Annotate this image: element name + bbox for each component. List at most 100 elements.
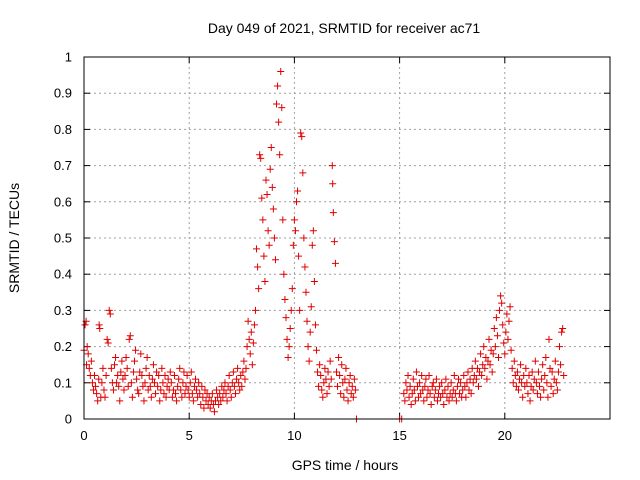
data-point (346, 372, 354, 380)
data-point (349, 393, 357, 401)
data-point (303, 317, 311, 325)
data-point (238, 382, 246, 390)
data-point (491, 343, 499, 351)
data-point (536, 382, 544, 390)
data-point (135, 390, 143, 398)
data-point (328, 162, 336, 170)
data-point (247, 328, 255, 336)
data-point (556, 343, 564, 351)
data-point (441, 386, 449, 394)
data-point (526, 397, 534, 405)
data-point (143, 353, 151, 361)
data-point (413, 382, 421, 390)
data-point (167, 379, 175, 387)
data-point (449, 386, 457, 394)
data-point (139, 382, 147, 390)
data-point (499, 321, 507, 329)
data-point (437, 393, 445, 401)
data-point (160, 390, 168, 398)
data-point (309, 227, 317, 235)
data-point (192, 375, 200, 383)
data-point (109, 386, 117, 394)
data-point (316, 361, 324, 369)
data-point (179, 379, 187, 387)
data-point (557, 361, 565, 369)
data-point (262, 176, 270, 184)
y-tick-label: 0.2 (54, 339, 72, 354)
data-point (480, 343, 488, 351)
data-point (225, 372, 233, 380)
data-point (299, 169, 307, 177)
data-point (140, 397, 148, 405)
data-point (538, 375, 546, 383)
data-point (418, 372, 426, 380)
data-point (100, 386, 108, 394)
data-point (145, 372, 153, 380)
y-tick-label: 0 (65, 412, 72, 427)
data-point (325, 382, 333, 390)
data-point (229, 368, 237, 376)
data-point (429, 379, 437, 387)
data-point (431, 386, 439, 394)
data-point (331, 259, 339, 267)
data-point (96, 325, 104, 332)
data-point (188, 390, 196, 398)
data-point (466, 375, 474, 383)
data-point (180, 368, 188, 376)
data-point (216, 390, 224, 398)
data-point (257, 154, 265, 162)
data-point (119, 375, 127, 383)
data-point (184, 386, 192, 394)
data-point (505, 317, 513, 325)
data-point (280, 270, 288, 278)
data-point (421, 382, 429, 390)
data-point (221, 379, 229, 387)
data-point (295, 252, 303, 260)
data-point (340, 393, 348, 401)
data-point (488, 368, 496, 376)
data-point (497, 292, 505, 300)
data-point (338, 361, 346, 369)
data-point (168, 393, 176, 401)
data-point (560, 372, 568, 380)
data-point (479, 361, 487, 369)
data-point (558, 328, 566, 336)
data-point (310, 277, 318, 285)
data-point (502, 328, 510, 336)
data-point (206, 404, 214, 412)
data-point (334, 382, 342, 390)
data-point (158, 364, 166, 372)
data-point (279, 216, 287, 224)
y-tick-label: 0.4 (54, 267, 72, 282)
data-point (314, 368, 322, 376)
x-tick-label: 0 (80, 428, 87, 443)
data-point (246, 350, 254, 358)
data-point (450, 372, 458, 380)
y-tick-label: 0.7 (54, 158, 72, 173)
data-point (95, 321, 103, 329)
data-point (142, 364, 150, 372)
data-point (176, 364, 184, 372)
data-point (345, 379, 353, 387)
data-point (528, 368, 536, 376)
data-point (230, 382, 238, 390)
data-point (406, 382, 414, 390)
data-point (485, 335, 493, 343)
data-point (469, 379, 477, 387)
data-point (549, 390, 557, 398)
data-point (424, 386, 432, 394)
data-point (501, 350, 509, 358)
data-point (161, 372, 169, 380)
data-point (199, 393, 207, 401)
data-point (513, 368, 521, 376)
data-point (453, 382, 461, 390)
data-point (317, 372, 325, 380)
data-point (271, 256, 279, 264)
x-tick-label: 10 (287, 428, 301, 443)
data-point (111, 361, 119, 369)
data-point (265, 241, 273, 249)
data-point (320, 379, 328, 387)
data-point (311, 321, 319, 329)
data-point (242, 364, 250, 372)
data-point (426, 390, 434, 398)
